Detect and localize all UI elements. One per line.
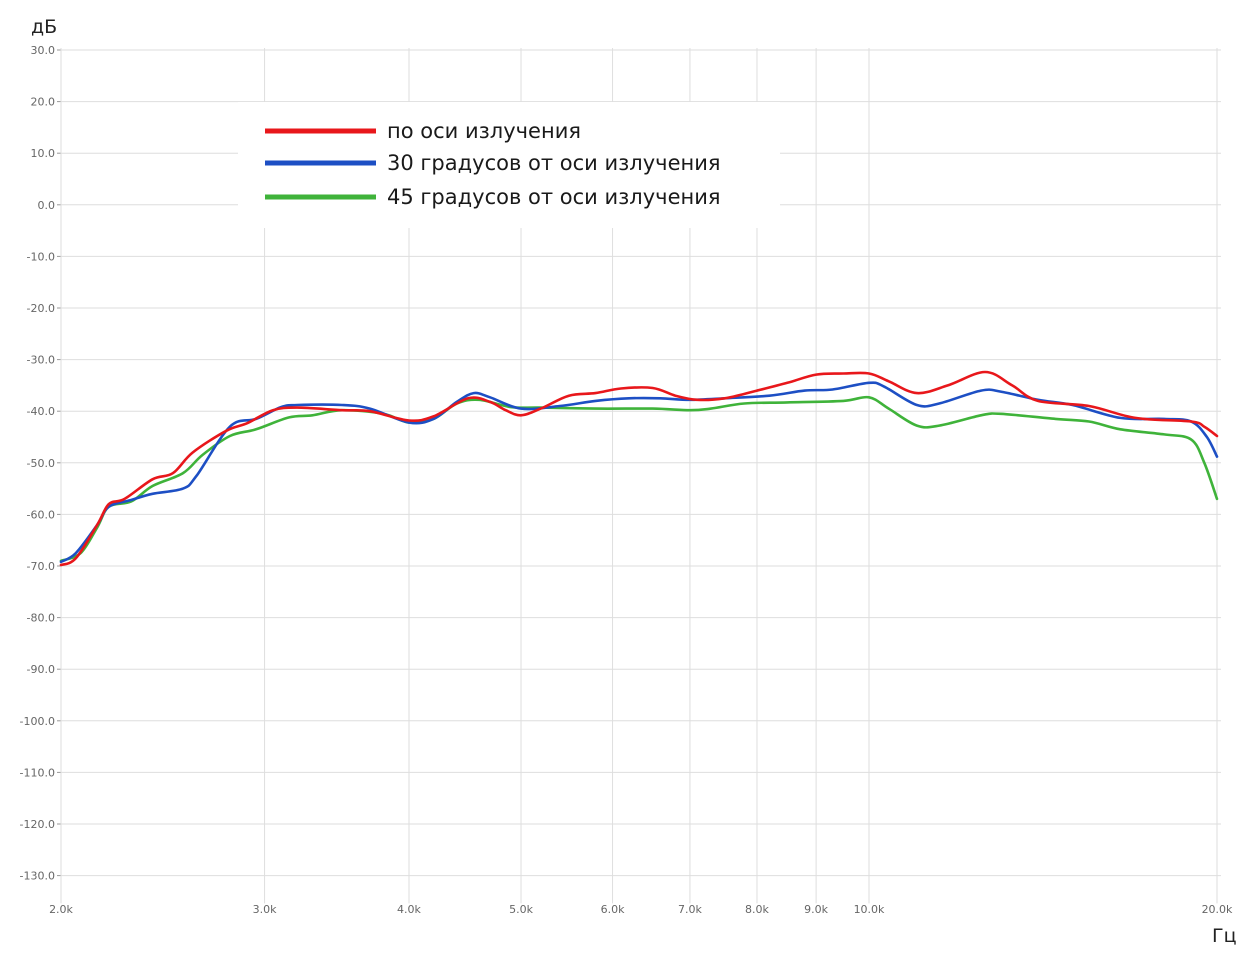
x-tick-label: 2.0k [49,903,73,916]
x-tick-label: 6.0k [601,903,625,916]
y-tick-label: 10.0 [31,147,56,160]
x-tick-label: 5.0k [509,903,533,916]
legend-label-30-deg: 30 градусов от оси излучения [387,151,721,175]
y-tick-labels: 30.0 20.0 10.0 0.0 -10.0 -20.0 -30.0 -40.0 -50.0… [20,44,55,883]
y-tick-label: -110.0 [20,766,55,779]
y-tick-label: -20.0 [27,302,55,315]
x-tick-label: 10.0k [854,903,885,916]
y-tick-label: -50.0 [27,457,55,470]
legend: по оси излучения 30 градусов от оси излу… [238,102,780,228]
y-tick-label: -10.0 [27,250,55,263]
legend-label-45-deg: 45 градусов от оси излучения [387,185,721,209]
y-tick-label: -90.0 [27,663,55,676]
series-30-deg-line [59,381,1219,564]
y-tick-label: -100.0 [20,715,55,728]
y-gridlines [57,49,1221,877]
x-tick-label: 4.0k [397,903,421,916]
y-tick-label: -70.0 [27,560,55,573]
y-tick-label: 20.0 [31,96,56,109]
series-45-deg-line [59,395,1219,563]
x-tick-label: 7.0k [678,903,702,916]
y-tick-label: -130.0 [20,870,55,883]
x-axis-label: Гц [1212,925,1237,947]
x-tick-label: 9.0k [804,903,828,916]
legend-label-on-axis: по оси излучения [387,119,581,143]
x-tick-label: 20.0k [1202,903,1233,916]
y-tick-label: 0.0 [38,199,56,212]
x-tick-label: 8.0k [745,903,769,916]
x-tick-label: 3.0k [253,903,277,916]
y-tick-label: -40.0 [27,405,55,418]
y-axis-label: дБ [31,16,57,38]
x-tick-labels: 2.0k 3.0k 4.0k 5.0k 6.0k 7.0k 8.0k 9.0k 10.0k 20.… [49,903,1233,916]
y-tick-label: -60.0 [27,508,55,521]
y-tick-label: -120.0 [20,818,55,831]
y-tick-label: 30.0 [31,44,56,57]
y-tick-label: -30.0 [27,354,55,367]
y-tick-label: -80.0 [27,612,55,625]
series-on-axis-line [59,370,1219,567]
series-lines [59,370,1219,567]
